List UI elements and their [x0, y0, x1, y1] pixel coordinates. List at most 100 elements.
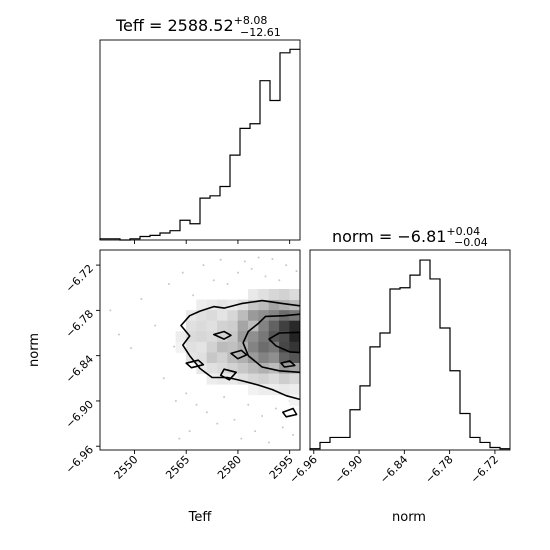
sample-point [162, 377, 165, 380]
teff-hist-bin-19 [290, 49, 300, 240]
density-cell [289, 384, 300, 396]
norm-hist-bin-13 [440, 328, 450, 450]
density-cell [216, 362, 228, 375]
sample-point [264, 275, 267, 278]
density-cell [248, 331, 259, 343]
teff-hist-bin-11 [210, 196, 220, 240]
density-cell [196, 362, 208, 375]
teff-hist-bin-15 [250, 124, 260, 240]
teff-hist-outline [99, 48, 300, 241]
density-cell [196, 331, 208, 343]
density-cell [196, 341, 208, 353]
sample-point [257, 256, 260, 259]
sample-point [243, 260, 246, 263]
density-cell [248, 310, 259, 322]
sample-point [202, 264, 205, 267]
density-cell [216, 352, 228, 364]
density-cell [279, 384, 290, 396]
density-cell [279, 288, 290, 301]
teff-hist-bin-8 [180, 220, 190, 240]
norm-hist-bin-1 [320, 442, 330, 450]
density-cell [237, 362, 249, 375]
norm-hist-xtick-label: −6.90 [332, 453, 365, 486]
density-cell [289, 373, 300, 385]
density-cell [206, 362, 218, 375]
density-cell [258, 310, 270, 322]
sample-point [130, 347, 133, 350]
density-cell [237, 310, 249, 322]
sample-point [247, 403, 250, 406]
density-cell [289, 310, 300, 322]
sample-point [212, 279, 215, 282]
norm-hist-bin-17 [480, 442, 490, 450]
norm-hist-xtick-label: −6.96 [287, 453, 320, 486]
sample-point [195, 403, 198, 406]
density-cell [216, 310, 228, 322]
teff-title-value: 2588.52 [168, 16, 234, 35]
density-cell [216, 320, 228, 332]
contour-island [280, 360, 296, 368]
norm-hist-xtick-label: −6.72 [468, 453, 501, 486]
sample-point [178, 437, 181, 440]
density-cell [175, 331, 187, 343]
norm-hist-xtick-label: −6.78 [423, 453, 456, 486]
density-cell [206, 341, 218, 353]
sample-point [173, 345, 176, 348]
teff-hist-bin-6 [160, 233, 170, 240]
contour-island [282, 407, 298, 418]
density-cell [258, 384, 270, 396]
sample-point [295, 270, 298, 273]
sample-point [117, 333, 120, 336]
teff-hist-bin-5 [150, 235, 160, 240]
sample-point [216, 422, 219, 425]
density-cell [206, 373, 218, 385]
density-cell [196, 310, 208, 322]
density-cell [185, 320, 197, 332]
density-cell [268, 341, 280, 353]
density-cell [258, 288, 270, 301]
density-cell [185, 331, 197, 343]
density-cell [227, 362, 239, 375]
sample-point [140, 298, 143, 301]
norm-hist-bin-15 [460, 414, 470, 450]
sample-point [233, 418, 236, 421]
density-cell [237, 320, 249, 332]
density-cell [248, 384, 259, 396]
norm-hist-bin-14 [450, 371, 460, 450]
contour-inner [242, 313, 300, 374]
norm-title-minus: −0.04 [454, 236, 488, 249]
density-cell [258, 341, 270, 353]
density-cell [196, 352, 208, 364]
norm-hist-bin-2 [330, 437, 340, 450]
norm-hist-bin-11 [420, 260, 430, 450]
joint-density-panel: 2550 2565 2580 2595−6.96−6.90−6.84−6.78−6.7… [63, 249, 301, 482]
sample-point [185, 392, 188, 395]
norm-hist-bin-7 [380, 333, 390, 450]
teff-title-plus: +8.08 [234, 14, 268, 27]
sample-point [109, 309, 112, 312]
teff-hist-bin-13 [230, 155, 240, 240]
norm-xlabel: norm [392, 510, 426, 525]
density-cell [248, 299, 259, 311]
density-cell [227, 320, 239, 332]
contour-island [230, 349, 248, 360]
density-cell [227, 341, 239, 353]
density-cell [268, 352, 280, 364]
density-cell [258, 299, 270, 311]
density-cell [196, 320, 208, 332]
density-cell [237, 299, 249, 311]
density-cell [258, 320, 270, 332]
teff-hist-bin-14 [240, 128, 250, 240]
teff-histogram-panel [99, 39, 301, 244]
density-cell [206, 331, 218, 343]
sample-point [223, 396, 226, 399]
density-cell [279, 331, 290, 343]
norm-hist-bin-8 [390, 289, 400, 450]
density-cell [237, 331, 249, 343]
sample-point [261, 415, 264, 418]
density-cell [227, 331, 239, 343]
teff-hist-bin-9 [190, 224, 200, 240]
density-cell [258, 362, 270, 375]
norm-hist-bin-5 [360, 386, 370, 450]
sample-point [292, 433, 295, 436]
